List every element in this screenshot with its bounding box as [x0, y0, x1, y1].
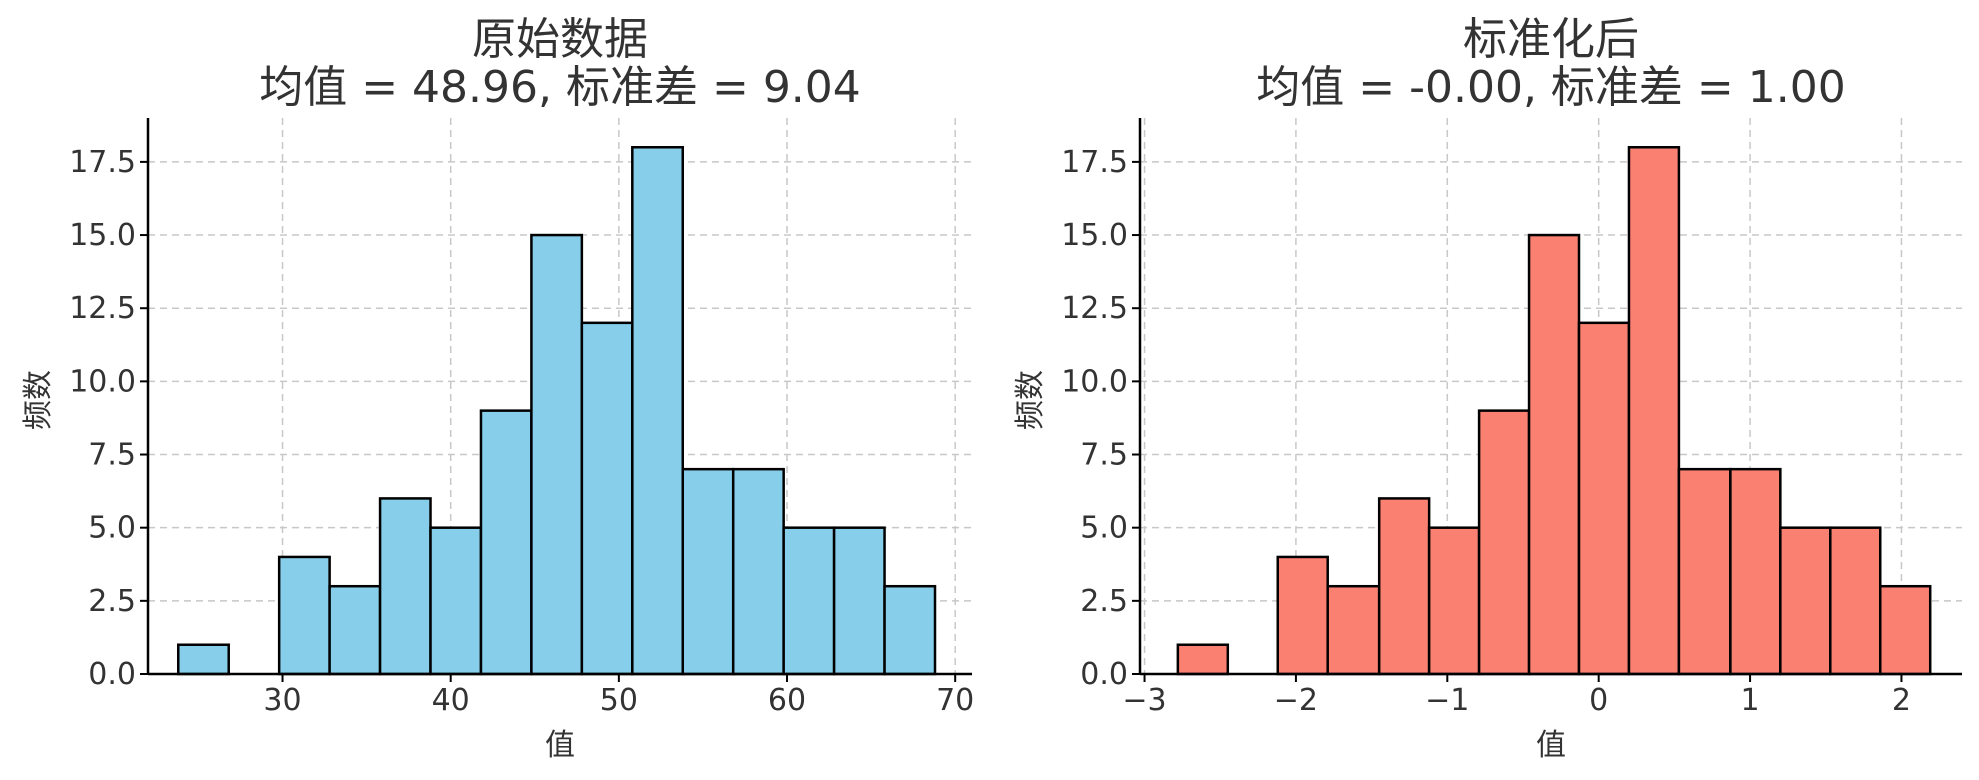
histogram-bar: [883, 584, 937, 676]
x-tick-label: 2: [1892, 683, 1911, 718]
histogram-bar: [1527, 233, 1581, 676]
y-tick-label: 15.0: [1061, 218, 1128, 253]
x-tick-label: 0: [1589, 683, 1608, 718]
histogram-bar: [1829, 526, 1882, 676]
histogram-bar: [1326, 584, 1381, 676]
x-tick-label: 1: [1741, 683, 1760, 718]
histogram-bar: [832, 526, 886, 676]
histogram-bar: [580, 321, 634, 676]
y-tick-label: 2.5: [1080, 584, 1128, 619]
x-tick-label: −1: [1425, 683, 1469, 718]
x-axis-label: 值: [1536, 728, 1566, 763]
histogram-panel-original: 原始数据 均值 = 48.96, 标准差 = 9.04 30 40 50 60 70 0.…: [21, 14, 974, 763]
histogram-bar: [1176, 643, 1230, 676]
histogram-bar: [378, 497, 432, 676]
histogram-bar: [1627, 146, 1681, 676]
y-tick-label: 2.5: [88, 584, 136, 619]
x-tick-label: −3: [1122, 683, 1166, 718]
histogram-bar: [1879, 584, 1932, 676]
x-tick-label: 60: [768, 683, 806, 718]
histogram-bar: [277, 555, 331, 676]
y-tick-label: 15.0: [69, 218, 136, 253]
y-tick-label: 7.5: [1080, 438, 1128, 473]
y-tick-label: 12.5: [69, 291, 136, 326]
histogram-bar: [1779, 526, 1832, 676]
histogram-bar: [328, 584, 382, 676]
histogram-bar: [681, 467, 735, 676]
histogram-bar: [1377, 497, 1431, 676]
chart-title-line2: 均值 = -0.00, 标准差 = 1.00: [1256, 62, 1845, 113]
histogram-bar: [429, 526, 483, 676]
y-tick-label: 10.0: [1061, 364, 1128, 399]
chart-title-line1: 原始数据: [472, 14, 648, 65]
x-axis-label: 值: [545, 728, 575, 763]
y-axis-label: 频数: [1013, 370, 1048, 430]
y-tick-label: 0.0: [1080, 657, 1128, 692]
y-tick-label: 0.0: [88, 657, 136, 692]
y-tick-label: 10.0: [69, 364, 136, 399]
chart-title-line2: 均值 = 48.96, 标准差 = 9.04: [259, 62, 861, 113]
x-tick-label: 30: [263, 683, 301, 718]
histogram-bar: [1729, 467, 1782, 676]
histogram-bar: [1427, 526, 1481, 676]
y-tick-label: 17.5: [69, 145, 136, 180]
y-tick-label: 5.0: [1080, 511, 1128, 546]
histogram-bar: [530, 233, 584, 676]
histogram-bar: [479, 409, 533, 676]
histogram-bar: [731, 467, 785, 676]
y-tick-label: 12.5: [1061, 291, 1128, 326]
x-tick-label: 50: [600, 683, 638, 718]
histogram-bar: [177, 643, 230, 676]
histogram-bar: [1577, 321, 1631, 676]
y-axis-label: 频数: [21, 370, 56, 430]
histogram-bar: [1276, 555, 1329, 676]
histogram-bar: [782, 526, 836, 676]
histogram-bar: [1477, 409, 1531, 676]
histogram-panel-standardized: 标准化后 均值 = -0.00, 标准差 = 1.00 −3 −2 −1 0 1 2 0.0…: [1013, 14, 1962, 763]
y-tick-label: 5.0: [88, 511, 136, 546]
chart-title-line1: 标准化后: [1463, 14, 1639, 65]
x-tick-label: 40: [432, 683, 470, 718]
x-tick-label: 70: [936, 683, 974, 718]
y-tick-label: 7.5: [88, 438, 136, 473]
x-tick-label: −2: [1274, 683, 1318, 718]
y-tick-label: 17.5: [1061, 145, 1128, 180]
histogram-bar: [631, 146, 685, 676]
histogram-bar: [1677, 467, 1732, 676]
